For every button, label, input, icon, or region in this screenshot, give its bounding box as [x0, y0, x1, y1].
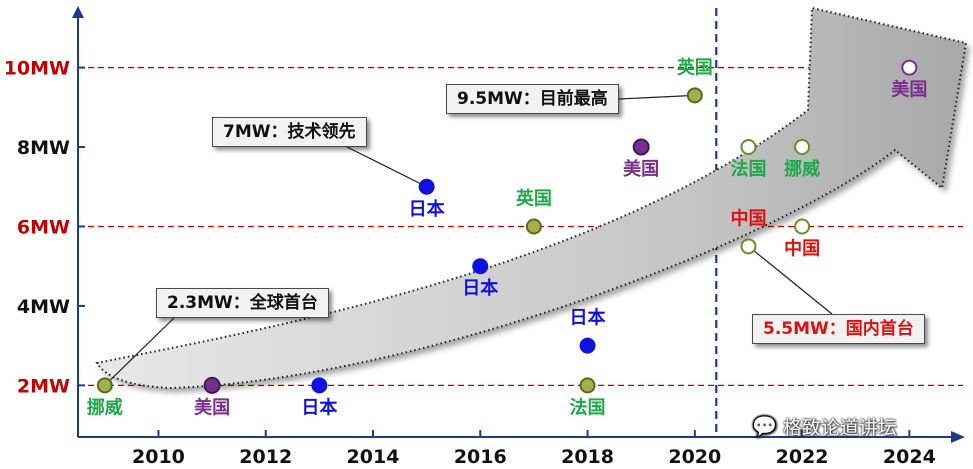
- watermark-text: 格致论道讲坛: [782, 416, 897, 439]
- point-2021-8mw: [740, 139, 757, 156]
- point-label-7: 法国: [570, 396, 606, 418]
- point-2018-2mw: [579, 377, 596, 394]
- x-tick-label-2022: 2022: [776, 446, 829, 468]
- annotation-9-5mw: 9.5MW：目前最高: [446, 84, 619, 114]
- point-2016-5mw: [472, 258, 489, 275]
- annotation-connector-3: [748, 245, 833, 315]
- point-label-6: 日本: [570, 307, 606, 329]
- point-2021-5.5mw: [740, 238, 757, 255]
- x-tick-label-2014: 2014: [347, 446, 400, 468]
- x-tick-label-2010: 2010: [132, 446, 185, 468]
- point-2018-3mw: [579, 337, 596, 354]
- point-label-3: 日本: [409, 198, 445, 220]
- x-axis-arrowhead: [951, 431, 965, 443]
- point-label-0: 挪威: [87, 396, 123, 418]
- point-2020-9.3mw: [686, 87, 703, 104]
- point-label-13: 中国: [730, 207, 766, 229]
- point-label-12: 中国: [784, 237, 820, 259]
- y-tick-label-4MW: 4MW: [17, 296, 70, 318]
- point-label-4: 日本: [462, 277, 498, 299]
- point-label-9: 英国: [676, 56, 713, 78]
- y-tick-label-6MW: 6MW: [17, 216, 70, 238]
- point-label-1: 美国: [194, 396, 230, 418]
- point-label-2: 日本: [301, 396, 337, 418]
- axis-layer: 2MW 4MW 6MW 8MW 10MW 2010 2012 2014 2016 2018 2020…: [4, 6, 965, 468]
- point-2022-8mw: [794, 139, 811, 156]
- annotation-connector-1: [346, 146, 427, 188]
- point-label-10: 法国: [730, 158, 766, 180]
- growth-arrow-layer: [95, 6, 968, 390]
- x-tick-label-2020: 2020: [668, 446, 721, 468]
- annotation-connector-0: [104, 317, 175, 386]
- point-label-8: 美国: [623, 158, 659, 180]
- point-2022-6mw: [794, 218, 811, 235]
- wechat-icon: 💬: [752, 414, 777, 438]
- x-tick-label-2018: 2018: [561, 446, 614, 468]
- y-tick-label-2MW: 2MW: [17, 375, 70, 397]
- point-2024-10mw: [901, 59, 918, 76]
- point-2019-8mw: [632, 138, 650, 156]
- point-2017-6mw: [525, 218, 542, 235]
- point-2013-2mw: [311, 377, 328, 394]
- point-label-5: 英国: [515, 187, 552, 209]
- y-axis-arrowhead: [72, 6, 84, 18]
- y-tick-label-8MW: 8MW: [17, 137, 70, 159]
- point-label-14: 美国: [891, 79, 927, 101]
- point-2011-2mw: [203, 376, 221, 394]
- x-tick-label-2016: 2016: [454, 446, 507, 468]
- y-tick-label-10MW: 10MW: [4, 58, 70, 80]
- growth-trend-arrow: [95, 6, 968, 390]
- annotation-connector-2: [618, 94, 695, 100]
- annotation-2-3mw: 2.3MW：全球首台: [156, 288, 329, 318]
- point-2009-2mw: [96, 377, 113, 394]
- point-label-11: 挪威: [784, 158, 820, 180]
- connector-layer: [104, 94, 833, 386]
- point-2015-7mw: [418, 178, 435, 195]
- x-tick-label-2012: 2012: [239, 446, 292, 468]
- x-tick-label-2024: 2024: [883, 446, 936, 468]
- annotation-5-5mw: 5.5MW：国内首台: [752, 314, 925, 344]
- annotation-7mw: 7MW：技术领先: [212, 117, 367, 147]
- watermark: 💬 格致论道讲坛: [752, 412, 897, 440]
